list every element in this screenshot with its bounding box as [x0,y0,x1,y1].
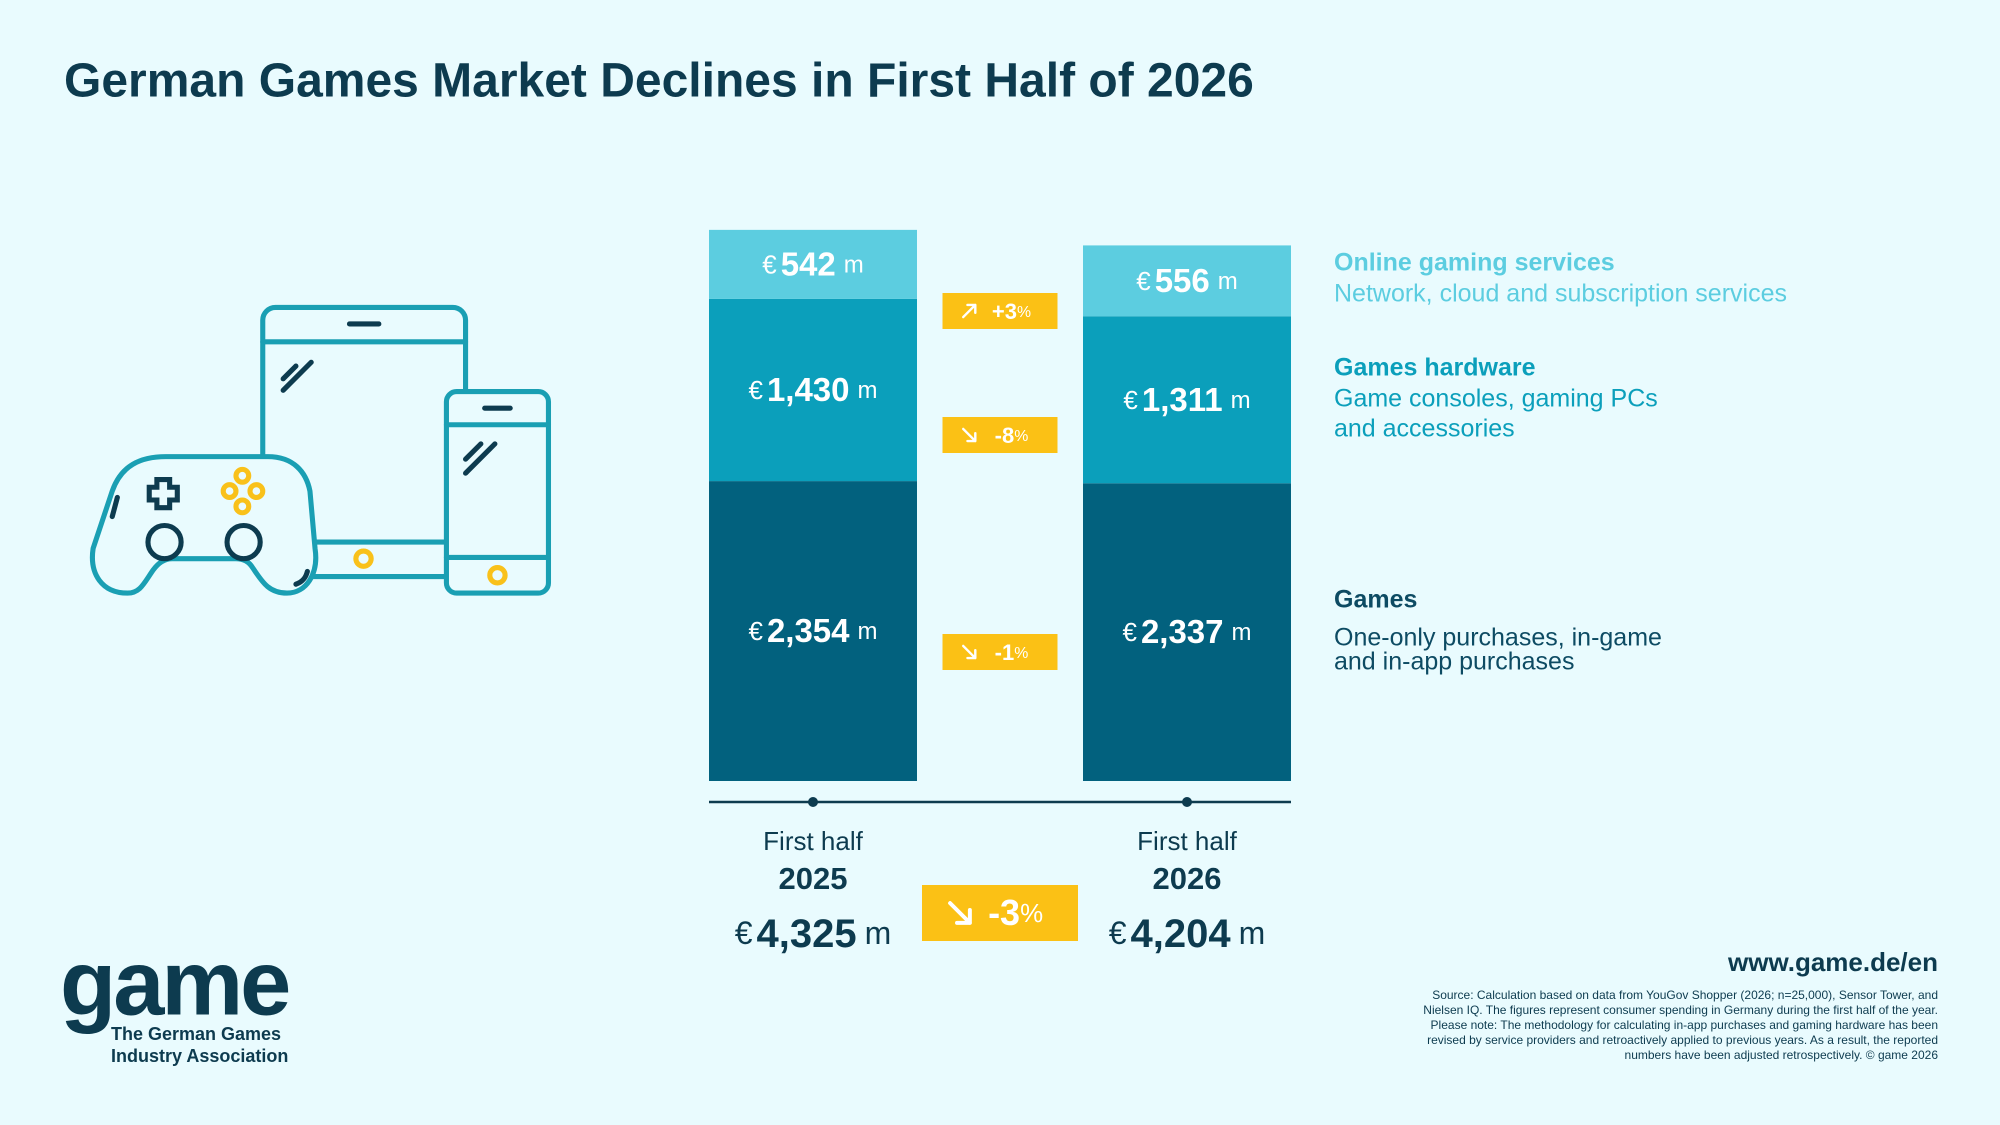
currency: € [762,249,777,279]
device-icons [89,304,552,596]
unit: m [1231,387,1251,414]
legend-description: and accessories [1334,415,1515,443]
change-label: -1% [995,640,1029,665]
value: 556 [1155,262,1210,299]
value-label: €2,354 m [748,612,877,649]
unit: m [1239,915,1266,951]
category-label: 2026 [1153,861,1222,896]
controller-icon [89,454,319,596]
percent-sign: % [1020,900,1043,928]
currency: € [1123,385,1138,415]
category-caption: First half [1137,826,1237,856]
category-label: 2025 [779,861,848,896]
value: 1,311 [1142,380,1223,417]
value-label: €2,337 m [1122,613,1251,650]
bar-segment [1083,245,1291,317]
currency: € [748,616,763,646]
trend-arrow [961,427,977,443]
change-value: -8 [995,423,1015,448]
value: 542 [781,245,836,282]
currency: € [1136,266,1151,296]
phone-icon [443,389,552,596]
change-badge [942,417,1058,453]
chart-title: German Games Market Declines in First Ha… [64,55,1254,108]
value-label: €1,430 m [748,371,877,408]
change-badge [922,885,1078,941]
currency: € [1109,915,1127,951]
currency: € [1122,617,1137,647]
change-badge [942,634,1058,670]
bar-segment [709,481,917,781]
change-label: -3% [988,892,1043,933]
percent-sign: % [1014,428,1028,445]
change-value: -3 [988,892,1020,933]
percent-sign: % [1017,304,1031,321]
total: 4,204 [1131,912,1232,956]
currency: € [735,915,753,951]
unit: m [1218,268,1238,295]
total-label: €4,204 m [1109,912,1266,956]
change-badge [942,293,1058,329]
source-note: Please note: The methodology for calcula… [1431,1018,1938,1032]
source-note: Source: Calculation based on data from Y… [1432,988,1938,1002]
bar-segment [709,298,917,482]
trend-arrow [961,644,977,660]
trend-arrow [961,303,977,319]
change-value: +3 [992,299,1017,324]
value-label: €1,311 m [1123,380,1250,417]
unit: m [858,618,878,645]
unit: m [858,377,878,404]
change-value: -1 [995,640,1015,665]
source-note: numbers have been adjusted retrospective… [1625,1048,1939,1062]
legend-name: Games hardware [1334,354,1536,382]
value-label: €556 m [1136,262,1238,299]
logo-subtitle: The German Games [111,1024,281,1044]
legend-name: Online gaming services [1334,249,1615,277]
value: 2,337 [1141,613,1224,650]
unit: m [1232,619,1252,646]
bar-segment [1083,483,1291,781]
currency: € [748,375,763,405]
trend-arrow [948,901,972,925]
percent-sign: % [1014,645,1028,662]
legend-description: and in-app purchases [1334,648,1574,676]
bar-segment [1083,316,1291,484]
logo-wordmark: game [60,932,289,1034]
category-caption: First half [763,826,863,856]
value: 1,430 [767,371,850,408]
legend-description: One-only purchases, in-game [1334,624,1662,652]
change-label: -8% [995,423,1029,448]
source-note: Nielsen IQ. The figures represent consum… [1423,1003,1938,1017]
total-label: €4,325 m [735,912,892,956]
unit: m [865,915,892,951]
change-label: +3% [992,299,1031,324]
total: 4,325 [757,912,857,956]
unit: m [844,252,864,279]
website: www.game.de/en [1727,947,1938,977]
legend-description: Network, cloud and subscription services [1334,280,1787,308]
legend-description: Game consoles, gaming PCs [1334,385,1658,413]
legend-name: Games [1334,586,1417,614]
source-note: revised by service providers and retroac… [1427,1033,1938,1047]
logo-subtitle: Industry Association [111,1046,288,1066]
value-label: €542 m [762,245,864,282]
value: 2,354 [767,612,850,649]
bar-segment [709,229,917,299]
